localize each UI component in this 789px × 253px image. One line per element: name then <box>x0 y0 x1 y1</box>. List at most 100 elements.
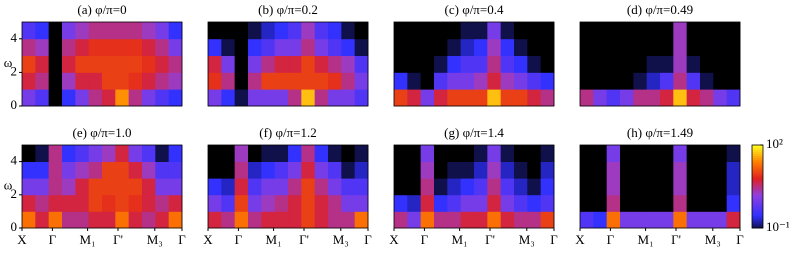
heat-cell <box>22 194 36 212</box>
heat-cell <box>274 211 289 229</box>
heat-cell <box>234 178 249 196</box>
heat-cell <box>341 145 356 162</box>
heat-cell <box>420 38 435 56</box>
heat-cell <box>540 211 555 229</box>
heat-cell <box>208 178 222 196</box>
heat-cell <box>580 38 594 56</box>
heat-cell <box>514 194 528 212</box>
heat-cell <box>540 22 555 40</box>
heat-cell <box>686 22 701 40</box>
x-tick-label: X <box>17 232 27 247</box>
colorbar-segment <box>752 198 763 202</box>
heat-cell <box>713 72 728 90</box>
heat-cell <box>673 161 688 179</box>
heat-cell <box>633 145 648 162</box>
heat-cell <box>527 194 542 212</box>
panel: (a) φ/π=0 ω 0 2 4 <box>4 2 183 112</box>
heat-cell <box>500 89 515 107</box>
heat-cell <box>128 22 143 40</box>
heat-cell <box>660 89 674 107</box>
heat-cell <box>301 145 316 162</box>
x-tick-label: M₁ <box>452 232 468 247</box>
heat-cell <box>434 145 448 162</box>
heat-cell <box>447 22 462 40</box>
heat-cell <box>75 72 90 90</box>
heat-cell <box>673 89 688 107</box>
heat-cell <box>620 194 634 212</box>
heat-cell <box>434 72 448 90</box>
heat-cell <box>514 55 528 73</box>
heat-cell <box>394 145 408 162</box>
heat-cell <box>447 55 462 73</box>
plot-frame <box>579 21 741 107</box>
heat-cell <box>234 55 249 73</box>
heat-cell <box>128 211 143 229</box>
heat-cell <box>660 178 674 196</box>
heat-cell <box>726 194 741 212</box>
heat-cell <box>700 161 714 179</box>
heat-cell <box>288 178 302 196</box>
heat-cell <box>208 145 222 162</box>
heat-cell <box>328 145 342 162</box>
heat-cell <box>115 22 130 40</box>
heat-cell <box>22 89 36 107</box>
heat-cell <box>354 194 369 212</box>
heat-cell <box>22 55 36 73</box>
heat-cell <box>500 55 515 73</box>
heat-cell <box>394 211 408 229</box>
heat-cell <box>261 194 276 212</box>
heat-cell <box>646 55 661 73</box>
heat-cell <box>394 55 408 73</box>
heat-cell <box>274 178 289 196</box>
heat-cell <box>487 89 502 107</box>
heat-cell <box>713 161 728 179</box>
x-tick-label: Γ <box>736 232 744 247</box>
heat-cell <box>288 89 302 107</box>
heat-cell <box>527 161 542 179</box>
heat-cell <box>460 194 475 212</box>
heat-cell <box>700 178 714 196</box>
x-tick-label: Γ <box>607 232 615 247</box>
heat-cell <box>35 22 50 40</box>
x-tick-label: Γ' <box>671 232 681 247</box>
colorbar-segment <box>752 211 763 214</box>
heat-cell <box>128 38 143 56</box>
heat-cell <box>168 22 183 40</box>
x-tick-label: X <box>203 232 213 247</box>
heat-cell <box>48 38 63 56</box>
heat-cell <box>514 145 528 162</box>
heat-cell <box>434 178 448 196</box>
heat-cell <box>474 72 488 90</box>
colorbar-segment <box>752 171 763 175</box>
x-tick-label: Γ <box>49 232 57 247</box>
heat-cell <box>328 89 342 107</box>
heat-cell <box>686 89 701 107</box>
heat-cell <box>407 89 422 107</box>
heat-cell <box>234 89 249 107</box>
heat-cell <box>75 145 90 162</box>
heat-cell <box>606 211 621 229</box>
heat-cell <box>620 161 634 179</box>
heat-cell <box>314 211 329 229</box>
heat-cell <box>88 89 103 107</box>
heat-cell <box>75 178 90 196</box>
heat-cell <box>434 55 448 73</box>
heat-cell <box>487 72 502 90</box>
heat-cell <box>460 89 475 107</box>
heat-cell <box>673 38 688 56</box>
heat-cell <box>22 161 36 179</box>
heat-cell <box>142 22 156 40</box>
heat-cell <box>288 145 302 162</box>
heat-cell <box>328 178 342 196</box>
heat-cell <box>48 72 63 90</box>
y-tick-label: 0 <box>11 97 18 112</box>
heat-cell <box>593 161 608 179</box>
colorbar-segment <box>752 201 763 204</box>
x-tick-label: X <box>575 232 585 247</box>
heat-cell <box>48 194 63 212</box>
heat-cell <box>500 22 515 40</box>
colorbar-segment <box>752 203 763 206</box>
heat-cell <box>142 178 156 196</box>
heat-cell <box>447 161 462 179</box>
heat-cell <box>221 194 236 212</box>
